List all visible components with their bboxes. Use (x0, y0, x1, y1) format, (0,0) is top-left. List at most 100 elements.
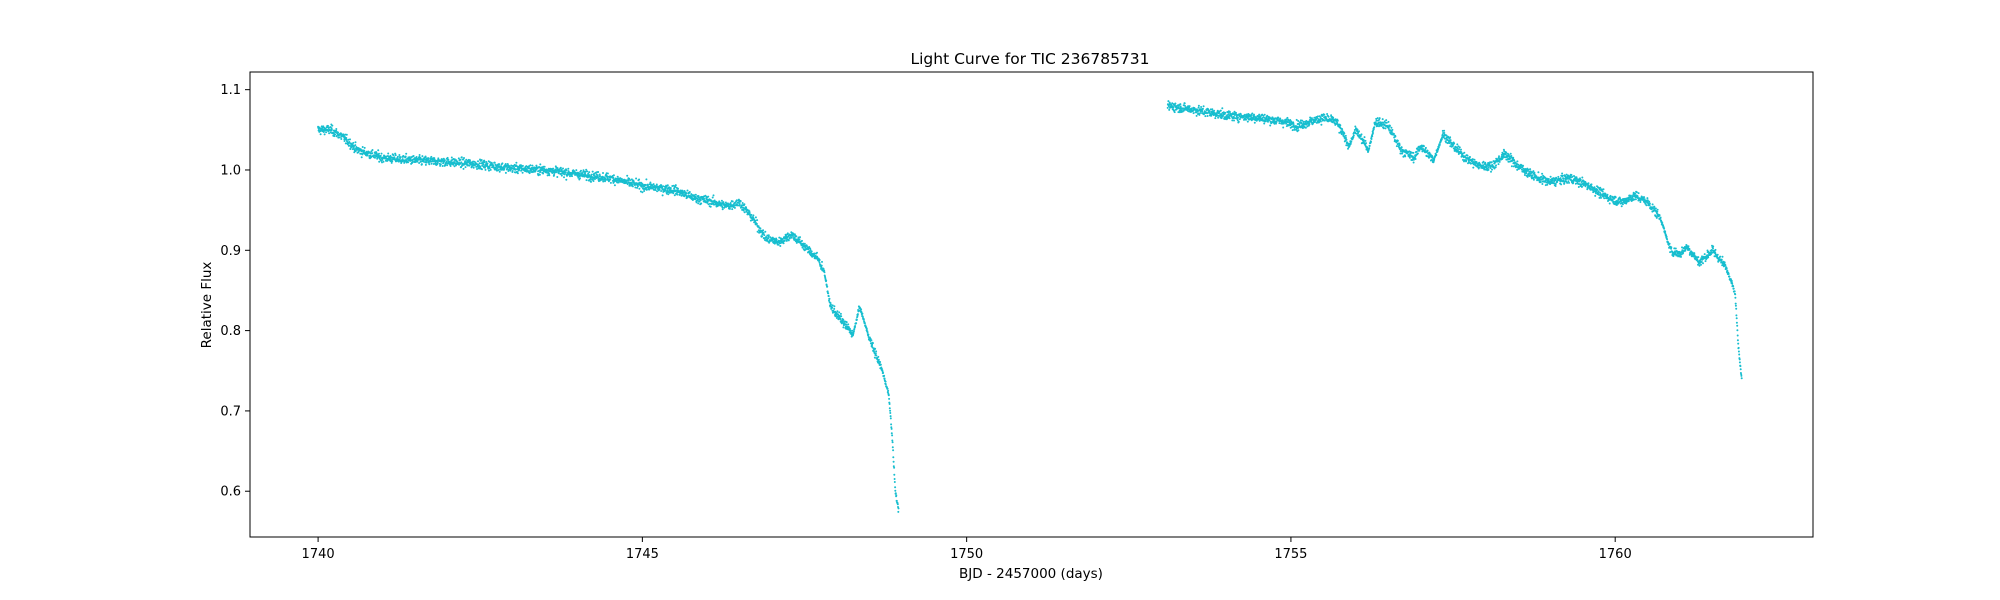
data-point (1431, 156, 1434, 159)
data-point (1546, 183, 1549, 186)
data-point (1443, 129, 1446, 132)
data-point (1727, 273, 1730, 275)
data-point (331, 124, 334, 127)
data-point (1505, 151, 1508, 154)
data-point (1295, 118, 1298, 121)
data-point (1188, 105, 1191, 108)
data-point (644, 183, 647, 186)
data-point (483, 159, 486, 162)
data-point (424, 163, 427, 166)
data-point (1547, 178, 1550, 180)
data-point (728, 207, 731, 210)
data-point (1437, 146, 1440, 149)
data-point (453, 165, 456, 168)
data-point (1594, 194, 1597, 197)
data-point (1435, 153, 1438, 156)
data-point (489, 161, 491, 164)
data-point (839, 318, 842, 321)
data-point (476, 168, 478, 170)
data-point (1732, 287, 1735, 290)
data-point (734, 201, 737, 204)
data-point (890, 426, 893, 429)
data-point (609, 178, 612, 181)
data-point (563, 176, 565, 179)
data-point (865, 328, 868, 330)
data-point (1579, 177, 1581, 180)
data-point (486, 162, 489, 165)
data-point (748, 211, 751, 214)
data-point (828, 299, 830, 302)
data-point (1670, 246, 1673, 249)
data-point (1352, 134, 1355, 137)
data-point (1491, 168, 1493, 171)
data-point (1725, 267, 1728, 270)
data-point (897, 507, 900, 510)
data-point (463, 163, 466, 166)
data-point (528, 172, 531, 175)
data-point (488, 167, 491, 170)
data-point (609, 181, 612, 184)
data-point (1603, 197, 1606, 200)
data-point (1179, 105, 1182, 108)
data-point (712, 194, 715, 197)
data-point (335, 128, 338, 130)
data-point (446, 164, 449, 167)
data-point (1354, 125, 1357, 128)
data-point (450, 156, 453, 159)
data-point (455, 164, 457, 167)
data-point (1298, 123, 1301, 126)
data-point (361, 146, 364, 148)
data-point (1680, 255, 1682, 258)
data-point (1390, 126, 1393, 129)
data-point (1643, 196, 1646, 199)
data-point (416, 160, 419, 163)
data-point (1565, 180, 1568, 183)
data-point (895, 499, 898, 502)
data-point (825, 279, 828, 282)
data-point (840, 315, 843, 318)
data-point (738, 203, 741, 205)
data-point (1296, 125, 1299, 128)
data-point (498, 163, 501, 166)
data-point (441, 165, 444, 167)
data-point (590, 180, 592, 183)
data-point (427, 157, 430, 160)
data-point (545, 171, 548, 174)
data-point (1437, 148, 1440, 151)
data-point (352, 141, 355, 144)
data-point (688, 191, 691, 193)
data-point (672, 184, 675, 187)
data-point (763, 234, 766, 237)
data-point (1740, 377, 1743, 380)
data-point (1202, 105, 1205, 108)
data-point (736, 204, 739, 207)
data-point (1253, 121, 1256, 124)
data-point (818, 259, 821, 261)
data-point (447, 158, 450, 161)
data-point (682, 191, 685, 194)
data-point (1364, 139, 1367, 142)
data-point (1663, 227, 1666, 230)
data-point (1219, 109, 1222, 112)
data-point (1174, 102, 1177, 105)
data-point (715, 200, 718, 203)
data-point (531, 166, 534, 169)
data-point (889, 415, 892, 418)
data-point (707, 195, 710, 198)
data-point (1224, 111, 1227, 114)
data-point (1352, 136, 1355, 139)
data-point (1371, 135, 1374, 138)
data-point (1736, 339, 1739, 342)
data-point (325, 131, 328, 134)
data-point (1599, 193, 1602, 196)
data-point (424, 155, 427, 158)
data-point (725, 202, 728, 205)
data-point (1370, 140, 1372, 143)
data-point (1735, 317, 1738, 320)
data-point (1487, 168, 1490, 171)
data-point (852, 330, 855, 333)
data-point (1497, 163, 1500, 166)
y-tick-label: 1.0 (220, 163, 241, 178)
data-point (813, 252, 816, 255)
data-point (1509, 157, 1512, 160)
